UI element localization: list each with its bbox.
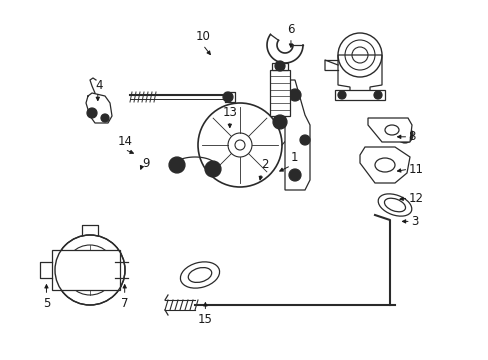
Text: 3: 3 xyxy=(410,215,417,228)
Text: 6: 6 xyxy=(286,23,294,36)
Polygon shape xyxy=(285,80,309,190)
Text: 2: 2 xyxy=(261,158,268,171)
Circle shape xyxy=(169,157,184,173)
Text: 11: 11 xyxy=(407,163,423,176)
Circle shape xyxy=(288,169,301,181)
Text: 13: 13 xyxy=(222,106,237,119)
Circle shape xyxy=(274,61,285,71)
Text: 15: 15 xyxy=(198,313,212,326)
Text: 1: 1 xyxy=(290,151,298,164)
Text: 14: 14 xyxy=(117,135,132,148)
Polygon shape xyxy=(337,55,381,95)
Text: 5: 5 xyxy=(42,297,50,310)
Circle shape xyxy=(87,108,97,118)
Circle shape xyxy=(373,91,381,99)
Circle shape xyxy=(101,114,109,122)
Circle shape xyxy=(396,127,412,143)
Circle shape xyxy=(337,91,346,99)
Text: 4: 4 xyxy=(95,79,102,92)
Polygon shape xyxy=(367,118,411,142)
Circle shape xyxy=(288,89,301,101)
Text: 7: 7 xyxy=(121,297,128,310)
Circle shape xyxy=(299,135,309,145)
Circle shape xyxy=(272,115,286,129)
Text: 10: 10 xyxy=(195,30,210,43)
Polygon shape xyxy=(52,250,120,290)
Polygon shape xyxy=(271,63,287,70)
Polygon shape xyxy=(334,90,384,100)
Circle shape xyxy=(223,92,232,102)
Polygon shape xyxy=(359,147,409,183)
Circle shape xyxy=(400,131,408,139)
Circle shape xyxy=(204,161,221,177)
Text: 8: 8 xyxy=(407,130,415,143)
Polygon shape xyxy=(269,70,289,116)
Text: 9: 9 xyxy=(142,157,149,170)
Text: 12: 12 xyxy=(407,192,423,204)
